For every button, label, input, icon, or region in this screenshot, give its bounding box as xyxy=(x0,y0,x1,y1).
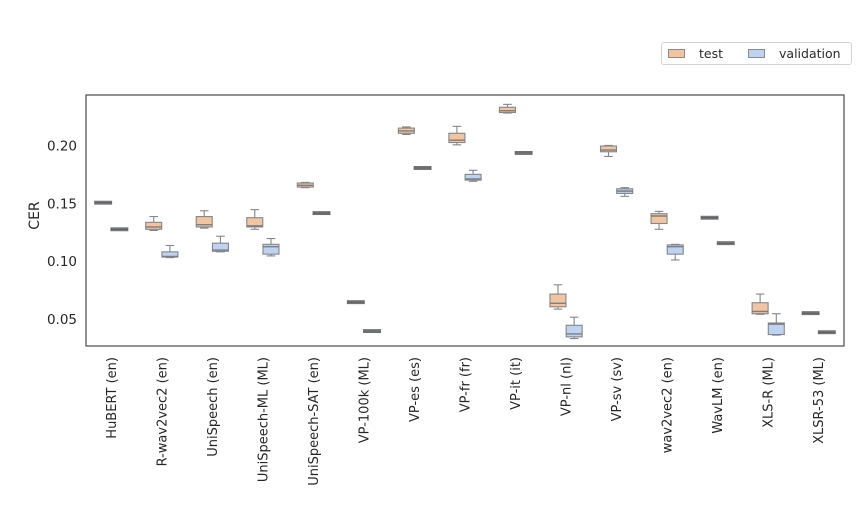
iqr-box xyxy=(195,216,213,228)
iqr-box xyxy=(650,213,668,225)
x-tick-label-0: HuBERT (en) xyxy=(105,357,120,439)
y-tick-label-3: 0.20 xyxy=(47,138,77,154)
y-tick-label-2: 0.15 xyxy=(47,196,77,212)
box-validation-13 xyxy=(767,313,785,336)
iqr-box xyxy=(751,302,769,315)
x-tick-label-14: XLSR-53 (ML) xyxy=(812,357,827,444)
iqr-box xyxy=(767,322,785,336)
x-tick-label-12: WavLM (en) xyxy=(711,357,726,434)
box-validation-10 xyxy=(616,187,634,197)
legend-item-test: test xyxy=(668,43,723,64)
box-test-1 xyxy=(145,216,163,231)
plot-frame xyxy=(85,94,845,347)
legend-label-validation: validation xyxy=(779,46,841,61)
box-validation-5 xyxy=(363,329,381,334)
iqr-box xyxy=(599,145,618,153)
box-validation-6 xyxy=(413,166,432,170)
box-test-13 xyxy=(751,293,769,315)
iqr-box xyxy=(464,173,482,181)
x-tick-label-4: UniSpeech-SAT (en) xyxy=(307,357,322,486)
x-tick-label-2: UniSpeech (en) xyxy=(206,357,221,457)
box-test-11 xyxy=(650,210,668,230)
y-axis-label: CER xyxy=(27,201,43,230)
iqr-box xyxy=(448,132,466,144)
box-test-14 xyxy=(801,311,820,316)
x-tick-label-7: VP-fr (fr) xyxy=(459,357,474,412)
x-tick-label-13: XLS-R (ML) xyxy=(762,357,777,428)
box-test-9 xyxy=(549,284,567,310)
x-tick-label-5: VP-100k (ML) xyxy=(357,357,372,443)
y-tick-label-0: 0.05 xyxy=(47,312,77,328)
box-test-12 xyxy=(700,215,719,220)
legend: test validation xyxy=(661,42,852,65)
box-validation-12 xyxy=(716,241,735,246)
iqr-box xyxy=(565,324,583,338)
iqr-box xyxy=(666,244,684,255)
box-validation-14 xyxy=(817,330,836,335)
box-validation-4 xyxy=(312,211,331,216)
x-tick-label-9: VP-nl (nl) xyxy=(560,357,575,416)
box-validation-9 xyxy=(565,316,583,340)
box-validation-7 xyxy=(464,169,482,182)
legend-swatch-test-icon xyxy=(668,49,685,58)
x-tick-label-10: VP-sv (sv) xyxy=(610,357,625,421)
box-validation-1 xyxy=(161,244,179,259)
box-validation-2 xyxy=(211,235,229,253)
x-tick-label-6: VP-es (es) xyxy=(408,357,423,422)
box-validation-3 xyxy=(262,237,280,257)
legend-label-test: test xyxy=(699,46,724,61)
box-test-3 xyxy=(246,209,264,230)
iqr-box xyxy=(549,293,567,308)
x-tick-label-8: VP-it (it) xyxy=(509,357,524,410)
iqr-box xyxy=(498,106,516,114)
x-tick-label-1: R-wav2vec2 (en) xyxy=(155,357,170,466)
box-test-0 xyxy=(94,200,113,205)
x-tick-label-11: wav2vec2 (en) xyxy=(661,357,676,453)
series-test xyxy=(94,103,820,316)
box-test-4 xyxy=(296,181,314,189)
iqr-box xyxy=(145,221,163,230)
box-validation-0 xyxy=(110,227,129,232)
x-tick-label-3: UniSpeech-ML (ML) xyxy=(256,357,271,482)
series-validation xyxy=(110,150,836,340)
legend-item-validation: validation xyxy=(748,43,841,64)
box-test-7 xyxy=(448,125,466,146)
iqr-box xyxy=(262,243,280,255)
iqr-box xyxy=(211,242,229,252)
box-test-2 xyxy=(195,210,213,229)
box-test-10 xyxy=(599,144,618,157)
box-test-5 xyxy=(346,300,365,305)
box-validation-11 xyxy=(666,243,684,261)
box-test-8 xyxy=(498,103,516,114)
box-validation-8 xyxy=(514,150,533,155)
iqr-box xyxy=(246,217,264,228)
box-test-6 xyxy=(397,126,415,135)
y-tick-label-1: 0.10 xyxy=(47,254,77,270)
legend-swatch-validation-icon xyxy=(748,49,766,58)
